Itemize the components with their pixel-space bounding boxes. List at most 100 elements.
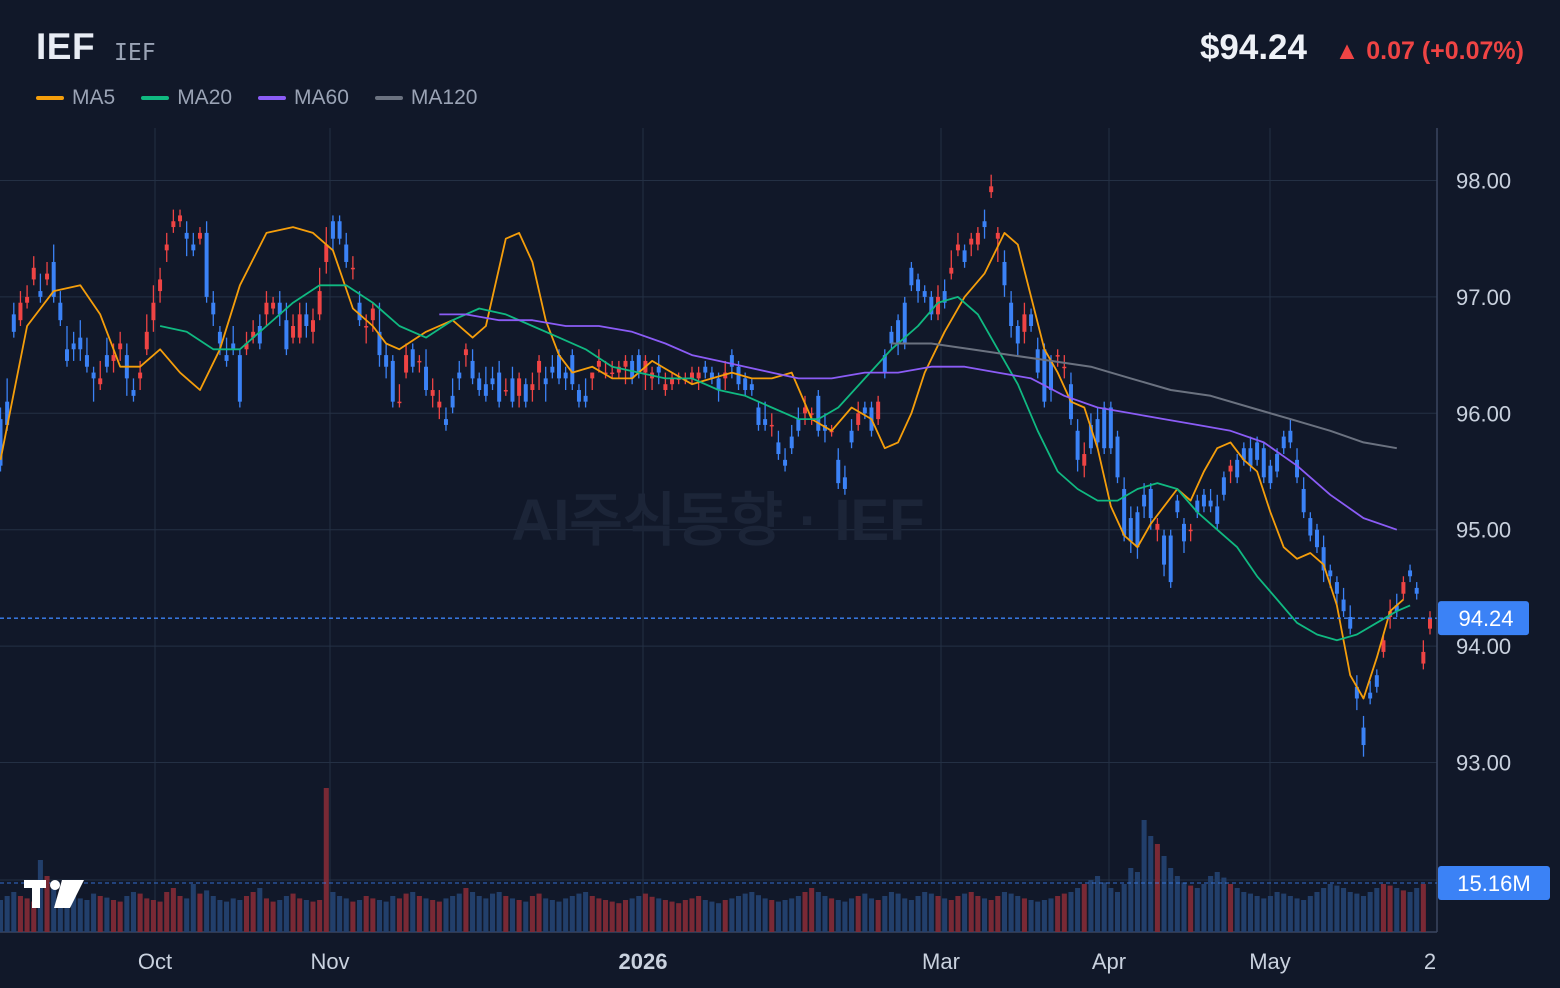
candle [350, 256, 355, 280]
ticker-symbol: IEF [36, 26, 96, 67]
candle-body [689, 372, 694, 379]
volume-bar [51, 888, 57, 932]
legend-item-ma120[interactable]: MA120 [374, 86, 477, 110]
candle-body [284, 320, 289, 350]
legend-label-ma5: MA5 [72, 86, 116, 109]
volume-bar [263, 898, 269, 932]
legend-item-ma20[interactable]: MA20 [141, 86, 232, 110]
candle [118, 331, 123, 361]
candle-body [616, 366, 621, 373]
volume-bar [1414, 888, 1420, 932]
candle [424, 349, 429, 396]
candle-body [430, 390, 435, 396]
candle-body [197, 232, 202, 239]
candle [251, 320, 256, 344]
candle-body [390, 360, 395, 402]
candle [1314, 523, 1319, 553]
candle [1288, 419, 1293, 449]
candle-body [663, 384, 668, 391]
volume-bar [323, 788, 329, 932]
candle [1142, 483, 1147, 519]
legend-item-ma5[interactable]: MA5 [36, 86, 115, 110]
candle-body [1368, 692, 1373, 699]
volume-bar [622, 900, 629, 932]
volume-bar [443, 898, 449, 932]
volume-bar [257, 888, 263, 932]
candle-body [563, 372, 568, 379]
volume-bar [71, 896, 77, 932]
candle-body [1015, 326, 1020, 344]
volume-bar [1035, 901, 1041, 932]
candle-body [962, 250, 967, 262]
candle-body [1215, 506, 1220, 524]
volume-bar [403, 893, 409, 932]
candle [171, 209, 176, 233]
candle [1268, 459, 1273, 489]
candle [1361, 715, 1366, 757]
candle [809, 407, 814, 425]
last-price-tag [1438, 601, 1529, 636]
volume-bar [1194, 888, 1200, 932]
volume-bar [317, 900, 323, 932]
candle-body [816, 395, 821, 431]
candle-body [530, 384, 535, 391]
volume-bar [603, 900, 609, 932]
volume-bar [735, 896, 742, 932]
volume-bar [922, 892, 928, 932]
candle [1095, 407, 1100, 449]
volume-bar [875, 900, 881, 932]
volume-bar [742, 893, 748, 932]
candle-body [630, 360, 635, 379]
candle [1228, 459, 1233, 484]
volume-bar [1141, 820, 1147, 932]
candle-body [304, 314, 309, 326]
candle-body [337, 221, 342, 239]
volume-bar [682, 900, 688, 932]
candle-body [1148, 488, 1153, 519]
candle-body [942, 291, 947, 303]
volume-bar [1261, 898, 1267, 932]
volume-bar [589, 896, 595, 932]
volume-bar [915, 896, 921, 932]
candle-body [862, 407, 867, 414]
volume-bar [616, 903, 622, 932]
candle-body [251, 331, 256, 338]
volume-bar [689, 898, 695, 932]
candle [1381, 634, 1386, 658]
candle-body [842, 477, 847, 489]
candle-body [151, 302, 156, 321]
volume-bar [64, 892, 70, 932]
candle [1321, 535, 1326, 583]
volume-bar [423, 898, 429, 932]
volume-bar [709, 901, 715, 932]
candle-body [330, 221, 335, 239]
volume-bar [1334, 885, 1340, 932]
tradingview-logo-icon[interactable] [24, 880, 84, 908]
legend-swatch-ma20 [141, 96, 170, 100]
volume-bar [84, 900, 90, 932]
x-tick-label: 2 [1424, 949, 1436, 974]
volume-bar [1154, 844, 1160, 932]
candle [656, 355, 661, 385]
volume-bar [124, 896, 130, 932]
x-tick-label: Oct [138, 949, 172, 974]
candle [158, 267, 163, 303]
volume-bar [1321, 888, 1327, 932]
candle [856, 401, 861, 431]
candle [45, 261, 50, 286]
volume-bar [1394, 888, 1400, 932]
volume-bar [117, 901, 123, 932]
volume-bar [1208, 876, 1214, 932]
volume-bar [543, 898, 549, 932]
volume-bar [642, 893, 648, 932]
legend-item-ma60[interactable]: MA60 [258, 86, 349, 110]
candle-body [11, 314, 16, 332]
volume-bar [456, 893, 462, 932]
volume-bar [77, 898, 83, 932]
volume-bar [862, 893, 868, 932]
volume-bar [297, 898, 303, 932]
candle-body [1341, 599, 1346, 612]
candle-body [1334, 582, 1339, 594]
volume-bar [157, 901, 163, 932]
